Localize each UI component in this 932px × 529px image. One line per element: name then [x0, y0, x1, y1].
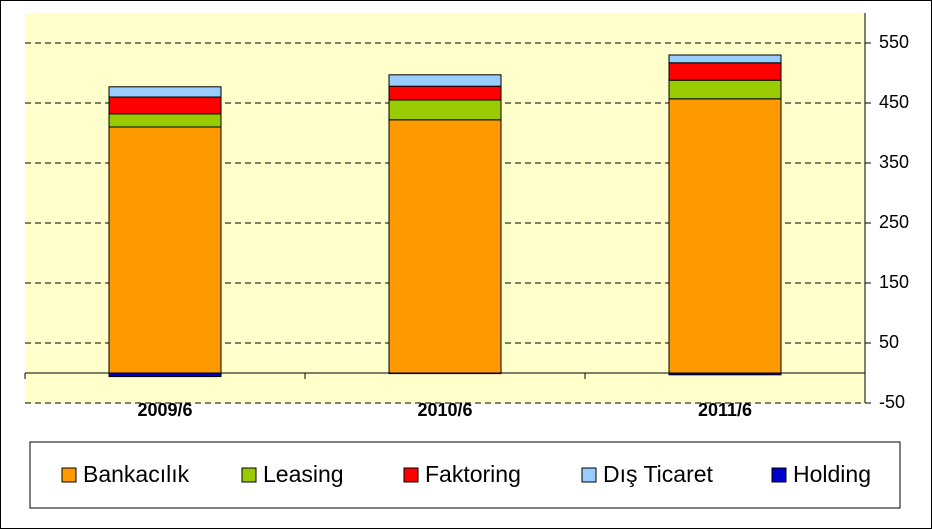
- bar-segment: [108, 126, 222, 374]
- y-tick-label: 50: [879, 332, 899, 352]
- x-tick-label: 2010/6: [417, 400, 472, 420]
- x-tick-label: 2009/6: [137, 400, 192, 420]
- bar-segment: [388, 74, 502, 87]
- bar-segment: [388, 119, 502, 374]
- legend-label: Leasing: [263, 461, 344, 487]
- legend-swatch: [403, 467, 419, 483]
- x-tick-label: 2011/6: [698, 400, 752, 420]
- bar-segment: [108, 113, 222, 128]
- bar-segment: [388, 99, 502, 121]
- bar-segment: [668, 79, 782, 100]
- y-tick-label: 250: [879, 212, 909, 232]
- bar-segment: [388, 85, 502, 101]
- legend-swatch: [771, 467, 787, 483]
- bar-segment: [668, 54, 782, 64]
- y-tick-label: 550: [879, 32, 909, 52]
- legend-label: Faktoring: [425, 461, 521, 487]
- bar-segment: [108, 86, 222, 98]
- legend-swatch: [61, 467, 77, 483]
- legend-swatch: [241, 467, 257, 483]
- legend-label: Bankacılık: [83, 461, 190, 487]
- y-tick-label: 350: [879, 152, 909, 172]
- bar-segment: [668, 98, 782, 374]
- y-tick-label: -50: [879, 392, 905, 412]
- legend-swatch: [581, 467, 597, 483]
- legend-label: Holding: [793, 461, 871, 487]
- bar-segment: [668, 62, 782, 81]
- y-tick-label: 150: [879, 272, 909, 292]
- bar-segment: [108, 96, 222, 115]
- y-tick-label: 450: [879, 92, 909, 112]
- legend-box: [29, 441, 901, 509]
- bar-segment: [108, 372, 222, 378]
- legend-label: Dış Ticaret: [603, 461, 714, 487]
